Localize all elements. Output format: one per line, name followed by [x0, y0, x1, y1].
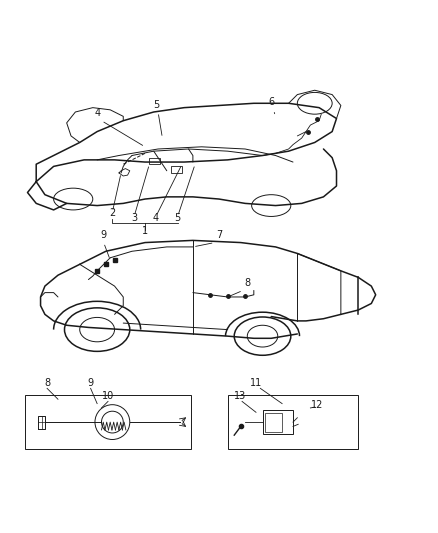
- Text: 4: 4: [153, 213, 159, 223]
- Bar: [262, 410, 293, 434]
- Text: 11: 11: [250, 378, 262, 388]
- Bar: [25, 395, 191, 449]
- Text: 10: 10: [102, 391, 114, 401]
- Bar: [228, 395, 358, 449]
- Text: 5: 5: [153, 100, 159, 110]
- Ellipse shape: [64, 308, 130, 351]
- Text: 4: 4: [94, 108, 100, 118]
- Text: 5: 5: [174, 213, 181, 223]
- Ellipse shape: [234, 317, 291, 356]
- Text: 3: 3: [131, 213, 137, 223]
- Text: 12: 12: [311, 400, 323, 410]
- Text: 1: 1: [142, 226, 148, 236]
- Text: 2: 2: [109, 208, 116, 219]
- Bar: [171, 166, 182, 173]
- Text: 6: 6: [268, 98, 274, 108]
- Text: 9: 9: [88, 378, 94, 388]
- Text: 7: 7: [216, 230, 222, 240]
- Text: 9: 9: [101, 230, 107, 240]
- Text: 8: 8: [244, 278, 251, 288]
- Text: 8: 8: [44, 378, 50, 388]
- Bar: [265, 414, 282, 432]
- Text: 13: 13: [234, 391, 246, 401]
- Bar: [149, 158, 160, 164]
